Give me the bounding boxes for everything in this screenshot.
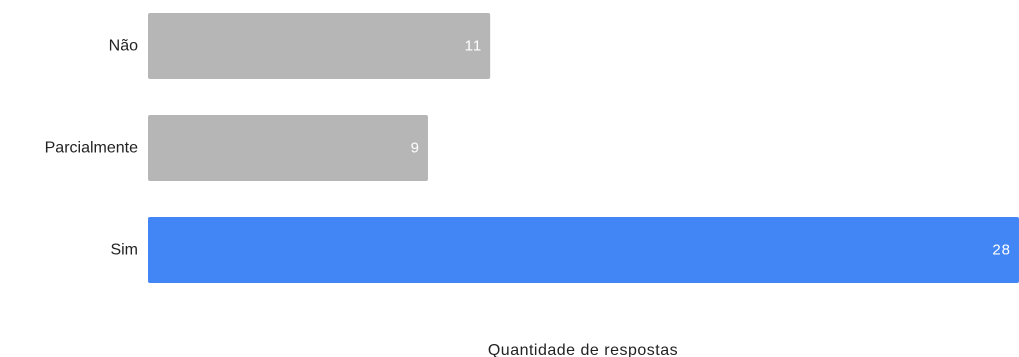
category-label-sim: Sim (110, 242, 138, 259)
plot-area: Não 11 Parcialmente 9 Sim 28 (45, 13, 1019, 283)
bar-parcialmente (148, 115, 428, 181)
bar-sim (148, 217, 1019, 283)
category-label-nao: Não (109, 38, 138, 55)
x-axis-title: Quantidade de respostas (488, 342, 678, 357)
value-label-parcialmente: 9 (411, 140, 420, 157)
value-label-sim: 28 (992, 242, 1011, 259)
value-label-nao: 11 (465, 38, 483, 55)
bar-nao (148, 13, 491, 79)
category-label-parcialmente: Parcialmente (45, 140, 138, 157)
